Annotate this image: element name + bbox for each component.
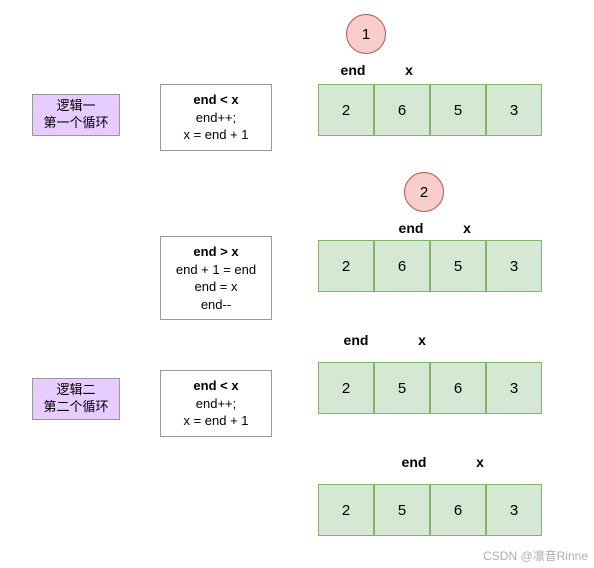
pointer-labels: endx (386, 454, 508, 470)
array-cell: 2 (318, 84, 374, 136)
array: 2563 (318, 484, 542, 536)
pointer-labels: endx (328, 332, 450, 348)
code-line: x = end + 1 (183, 126, 248, 144)
array: 2653 (318, 240, 542, 292)
watermark: CSDN @凛音Rinne (483, 547, 588, 564)
code-box: end < xend++;x = end + 1 (160, 84, 272, 151)
code-line: x = end + 1 (183, 412, 248, 430)
logic-box: 逻辑一第一个循环 (32, 94, 120, 136)
label-x: x (452, 454, 508, 470)
array-cell: 2 (318, 484, 374, 536)
array-cell: 6 (374, 240, 430, 292)
array-cell: 6 (430, 484, 486, 536)
step-circle: 2 (404, 172, 444, 212)
pointer-labels: endx (383, 220, 495, 236)
pointer-labels: endx (325, 62, 437, 78)
logic-line: 第一个循环 (43, 115, 108, 132)
code-line: end-- (201, 296, 231, 314)
code-box: end < xend++;x = end + 1 (160, 370, 272, 437)
array-cell: 5 (430, 84, 486, 136)
label-x: x (381, 62, 437, 78)
label-end: end (386, 454, 442, 470)
array-cell: 3 (486, 362, 542, 414)
array-cell: 2 (318, 362, 374, 414)
code-line: end < x (193, 377, 238, 395)
label-x: x (439, 220, 495, 236)
logic-box: 逻辑二第二个循环 (32, 378, 120, 420)
label-end: end (383, 220, 439, 236)
code-line: end = x (194, 278, 237, 296)
label-x: x (394, 332, 450, 348)
code-line: end > x (193, 243, 238, 261)
code-line: end++; (196, 109, 237, 127)
array-cell: 5 (374, 362, 430, 414)
code-line: end < x (193, 91, 238, 109)
array: 2653 (318, 84, 542, 136)
array-cell: 6 (430, 362, 486, 414)
array-cell: 3 (486, 84, 542, 136)
label-end: end (325, 62, 381, 78)
array-cell: 5 (374, 484, 430, 536)
code-line: end++; (196, 395, 237, 413)
label-end: end (328, 332, 384, 348)
array-cell: 2 (318, 240, 374, 292)
step-circle: 1 (346, 14, 386, 54)
logic-line: 逻辑二 (56, 382, 95, 399)
array-cell: 5 (430, 240, 486, 292)
array: 2563 (318, 362, 542, 414)
code-line: end + 1 = end (176, 261, 256, 279)
array-cell: 3 (486, 240, 542, 292)
logic-line: 第二个循环 (43, 399, 108, 416)
logic-line: 逻辑一 (56, 98, 95, 115)
array-cell: 3 (486, 484, 542, 536)
code-box: end > xend + 1 = endend = xend-- (160, 236, 272, 320)
array-cell: 6 (374, 84, 430, 136)
